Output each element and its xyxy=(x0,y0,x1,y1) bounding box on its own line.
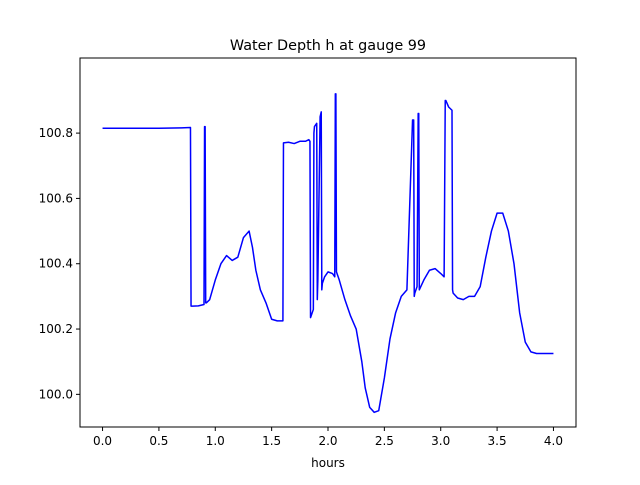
data-layer xyxy=(102,93,554,414)
x-tick-label: 2.5 xyxy=(375,434,394,448)
x-tick-label: 2.0 xyxy=(318,434,337,448)
y-tick-label: 100.2 xyxy=(39,322,73,336)
x-tick-label: 4.0 xyxy=(544,434,563,448)
y-tick-label: 100.8 xyxy=(39,126,73,140)
plot-frame xyxy=(79,57,577,428)
axes-layer: 0.0 0.5 1.0 1.5 2.0 2.5 3.0 3.5 4.0 100.0 100.2 100… xyxy=(39,126,563,448)
chart-title: Water Depth h at gauge 99 xyxy=(230,38,426,54)
x-tick-label: 0.0 xyxy=(93,434,112,448)
y-tick-label: 100.6 xyxy=(39,191,73,205)
x-tick-label: 0.5 xyxy=(149,434,168,448)
series-line-0 xyxy=(102,93,554,414)
x-axis-label: hours xyxy=(311,456,345,470)
x-tick-label: 1.0 xyxy=(206,434,225,448)
x-tick-label: 1.5 xyxy=(262,434,281,448)
y-tick-label: 100.0 xyxy=(39,387,73,401)
x-tick-label: 3.0 xyxy=(431,434,450,448)
x-tick-label: 3.5 xyxy=(488,434,507,448)
y-tick-label: 100.4 xyxy=(39,257,73,271)
